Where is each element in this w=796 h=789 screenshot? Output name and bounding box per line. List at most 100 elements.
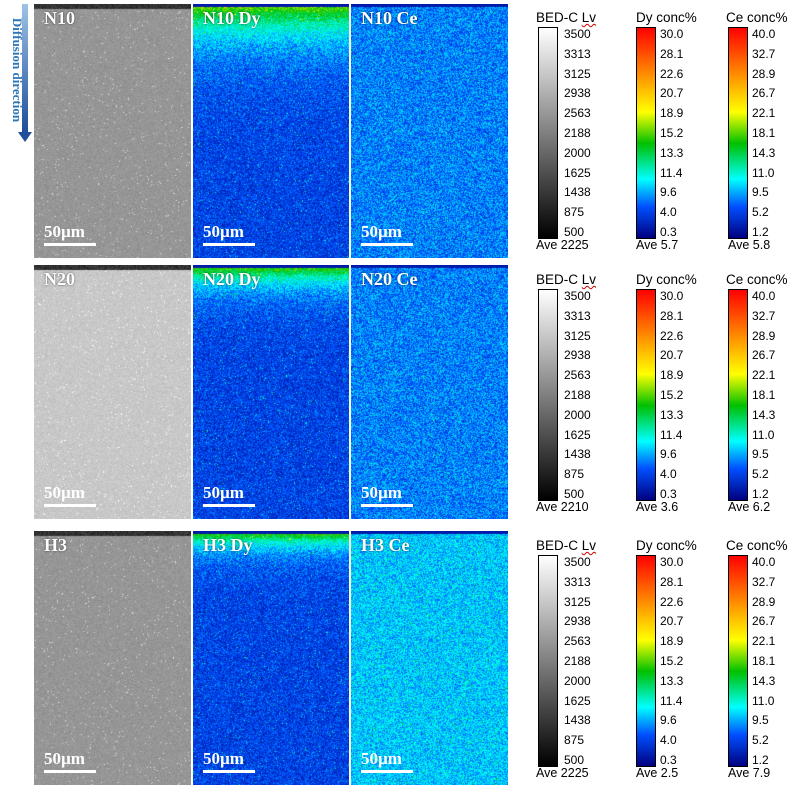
scale-bar: 50µm	[44, 222, 96, 246]
colorbar-tick-label: 13.3	[660, 145, 684, 160]
dy-legend-title: Dy conc%	[636, 538, 697, 553]
colorbar-tick-label: 18.9	[660, 106, 684, 121]
colorbar-tick-label: 1625	[564, 427, 591, 442]
dy-legend-n20: Dy conc% 30.0 28.1 22.6 20.7 18.9 15.2 13.3 11.…	[632, 272, 712, 517]
ce-legend-average: Ave 7.9	[728, 766, 771, 780]
dy-legend-average: Ave 3.6	[636, 500, 679, 514]
colorbar-tick-label: 500	[564, 487, 585, 501]
colorbar-tick-label: 2938	[564, 86, 591, 101]
colorbar-tick-label: 2000	[564, 673, 591, 688]
colorbar-tick-label: 30.0	[660, 27, 684, 41]
scale-bar: 50µm	[361, 483, 413, 507]
scale-bar-label: 50µm	[361, 222, 402, 241]
diffusion-arrow-head-icon	[18, 132, 32, 142]
colorbar-tick-label: 9.6	[660, 185, 677, 200]
bed-legend-title: BED-C Lv	[536, 10, 596, 25]
dy-colorbar	[636, 27, 656, 239]
diffusion-direction-indicator: Diffusion direction	[0, 4, 34, 146]
ce-legend-h3: Ce conc% 40.0 32.7 28.9 26.7 22.1 18.1 14.3 11.…	[722, 538, 796, 783]
grayscale-colorbar	[538, 289, 558, 501]
dy-map-h3: H3 Dy 50µm	[193, 531, 349, 785]
dy-map-label: N10 Dy	[203, 8, 261, 28]
colorbar-tick-label: 3500	[564, 289, 591, 303]
ce-legend-title: Ce conc%	[726, 538, 788, 553]
colorbar-tick-label: 2000	[564, 407, 591, 422]
bed-legend-average: Ave 2210	[536, 500, 589, 514]
colorbar-tick-label: 1625	[564, 165, 591, 180]
colorbar-tick-label: 32.7	[752, 574, 776, 589]
colorbar-tick-label: 2563	[564, 368, 591, 383]
bed-legend-average: Ave 2225	[536, 238, 589, 252]
colorbar-tick-label: 28.1	[660, 308, 684, 323]
colorbar-tick-label: 15.2	[660, 126, 684, 140]
colorbar-tick-label: 18.1	[752, 654, 776, 668]
bed-image-h3: H3 50µm	[34, 531, 191, 785]
bed-image-n20: N20 50µm	[34, 265, 191, 519]
colorbar-tick-label: 0.3	[660, 753, 677, 767]
colorbar-tick-label: 3500	[564, 27, 591, 41]
dy-map-label: H3 Dy	[203, 535, 253, 555]
bed-legend-title-unit: Lv	[581, 538, 597, 553]
bed-image-label: H3	[44, 535, 68, 555]
colorbar-tick-label: 9.6	[660, 713, 677, 728]
bed-legend-title-text: BED-C Lv	[536, 538, 597, 553]
colorbar-tick-label: 2188	[564, 126, 591, 140]
colorbar-tick-label: 2188	[564, 388, 591, 402]
dy-map-n20: N20 Dy 50µm	[193, 265, 349, 519]
bed-image-n10: N10 50µm	[34, 4, 191, 258]
ce-map-label: H3 Ce	[361, 535, 410, 555]
colorbar-tick-label: 0.3	[660, 225, 677, 239]
colorbar-tick-label: 500	[564, 225, 585, 239]
colorbar-tick-label: 28.9	[752, 328, 776, 343]
colorbar-tick-label: 4.0	[660, 733, 677, 748]
colorbar-tick-label: 1438	[564, 447, 591, 462]
colorbar-tick-label: 22.6	[660, 328, 684, 343]
colorbar-tick-label: 3125	[564, 328, 591, 343]
scale-bar-label: 50µm	[44, 749, 85, 768]
colorbar-tick-label: 5.2	[752, 467, 769, 482]
colorbar-tick-label: 3500	[564, 555, 591, 569]
colorbar-tick-label: 18.9	[660, 634, 684, 649]
dy-colorbar	[636, 555, 656, 767]
bed-image-label: N10	[44, 8, 75, 28]
colorbar-tick-label: 11.0	[752, 693, 775, 708]
scale-bar: 50µm	[203, 749, 255, 773]
colorbar-tick-label: 9.6	[660, 447, 677, 462]
colorbar-tick-label: 3125	[564, 594, 591, 609]
colorbar-tick-label: 2938	[564, 348, 591, 363]
colorbar-tick-label: 20.7	[660, 614, 684, 629]
colorbar-tick-label: 22.6	[660, 66, 684, 81]
colorbar-tick-label: 11.4	[660, 693, 683, 708]
ce-map-n20: N20 Ce 50µm	[351, 265, 508, 519]
dy-legend-average: Ave 5.7	[636, 238, 679, 252]
bed-legend-average: Ave 2225	[536, 766, 589, 780]
bed-legend-title-text: BED-C Lv	[536, 272, 597, 287]
colorbar-tick-label: 22.6	[660, 594, 684, 609]
grayscale-colorbar	[538, 27, 558, 239]
colorbar-tick-label: 18.9	[660, 368, 684, 383]
colorbar-tick-label: 5.2	[752, 205, 769, 220]
colorbar-tick-label: 15.2	[660, 654, 684, 668]
colorbar-tick-label: 18.1	[752, 388, 776, 402]
colorbar-tick-label: 26.7	[752, 614, 776, 629]
colorbar-tick-label: 875	[564, 467, 585, 482]
colorbar-tick-label: 40.0	[752, 289, 776, 303]
colorbar-tick-label: 11.4	[660, 165, 683, 180]
scale-bar: 50µm	[203, 483, 255, 507]
colorbar-tick-label: 9.5	[752, 185, 769, 200]
scale-bar: 50µm	[361, 749, 413, 773]
bed-legend-title-unit: Lv	[581, 10, 597, 25]
colorbar-tick-label: 13.3	[660, 407, 684, 422]
diffusion-arrow-shaft	[22, 4, 28, 132]
colorbar-tick-label: 26.7	[752, 348, 776, 363]
colorbar-tick-label: 15.2	[660, 388, 684, 402]
colorbar-tick-label: 1.2	[752, 487, 769, 501]
scale-bar-label: 50µm	[44, 222, 85, 241]
colorbar-tick-label: 13.3	[660, 673, 684, 688]
colorbar-tick-label: 0.3	[660, 487, 677, 501]
bed-legend-title: BED-C Lv	[536, 272, 596, 287]
colorbar-tick-label: 2000	[564, 145, 591, 160]
scale-bar: 50µm	[203, 222, 255, 246]
colorbar-tick-label: 28.1	[660, 46, 684, 61]
colorbar-tick-label: 22.1	[752, 634, 776, 649]
